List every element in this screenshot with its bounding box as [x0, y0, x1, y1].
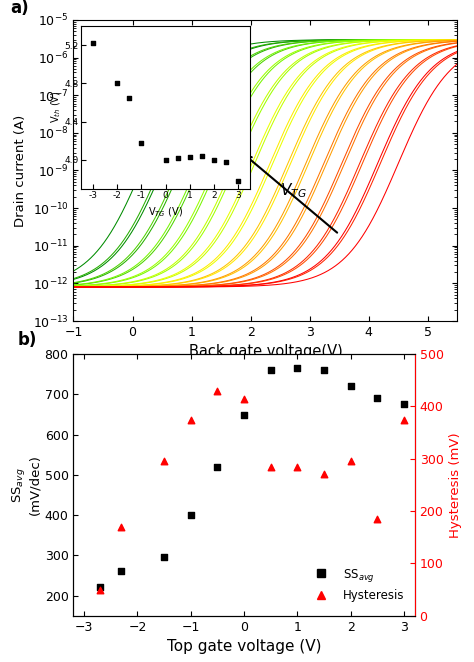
Y-axis label: Hysteresis (mV): Hysteresis (mV): [449, 432, 462, 538]
Point: [320, 365, 328, 375]
Point: [240, 409, 248, 420]
Point: [374, 514, 381, 524]
Text: V$_{TG}$: V$_{TG}$: [280, 182, 307, 201]
Point: [160, 456, 168, 467]
Point: [214, 461, 221, 472]
Point: [96, 585, 104, 594]
Text: b): b): [17, 331, 36, 349]
Point: [214, 385, 221, 396]
Y-axis label: SS$_{avg}$
(mV/dec): SS$_{avg}$ (mV/dec): [10, 455, 42, 515]
Point: [347, 381, 355, 392]
Point: [240, 393, 248, 404]
Point: [347, 456, 355, 467]
Point: [374, 393, 381, 404]
Point: [267, 365, 274, 375]
Legend: SS$_{avg}$, Hysteresis: SS$_{avg}$, Hysteresis: [305, 562, 409, 607]
X-axis label: Top gate voltage (V): Top gate voltage (V): [167, 639, 321, 654]
Point: [293, 363, 301, 373]
Point: [400, 414, 408, 425]
Point: [400, 399, 408, 410]
Y-axis label: Drain current (A): Drain current (A): [14, 115, 27, 226]
Point: [293, 461, 301, 472]
Point: [118, 522, 125, 532]
Point: [267, 461, 274, 472]
Point: [160, 552, 168, 563]
Point: [118, 565, 125, 576]
Point: [320, 469, 328, 480]
Point: [187, 414, 194, 425]
Text: a): a): [10, 0, 29, 17]
X-axis label: Back gate voltage(V): Back gate voltage(V): [189, 344, 342, 359]
Point: [187, 510, 194, 520]
Point: [96, 582, 104, 592]
